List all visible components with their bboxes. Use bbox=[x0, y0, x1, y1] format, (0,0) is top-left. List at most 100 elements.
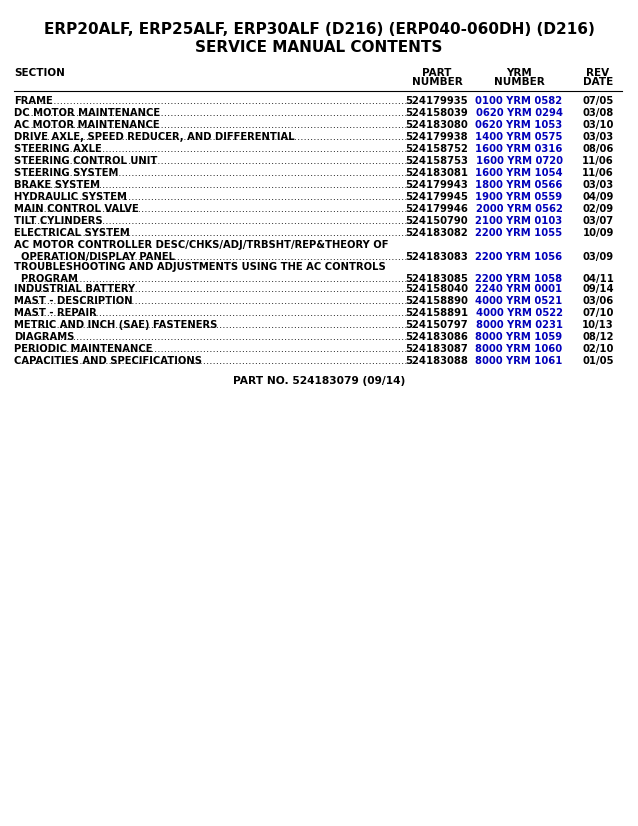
Text: TROUBLESHOOTING AND ADJUSTMENTS USING THE AC CONTROLS: TROUBLESHOOTING AND ADJUSTMENTS USING TH… bbox=[14, 262, 386, 272]
Text: 524183080: 524183080 bbox=[406, 120, 468, 130]
Text: 524179935: 524179935 bbox=[406, 96, 468, 106]
Text: MAIN CONTROL VALVE: MAIN CONTROL VALVE bbox=[14, 204, 138, 214]
Text: TILT CYLINDERS: TILT CYLINDERS bbox=[14, 216, 103, 226]
Text: 524179946: 524179946 bbox=[406, 204, 468, 214]
Text: .: . bbox=[412, 228, 415, 238]
Text: BRAKE SYSTEM: BRAKE SYSTEM bbox=[14, 180, 100, 190]
Text: NUMBER: NUMBER bbox=[412, 77, 463, 87]
Text: ................................................................................: ........................................… bbox=[25, 252, 415, 262]
Text: ................................................................................: ........................................… bbox=[25, 274, 415, 284]
Text: 01/05: 01/05 bbox=[582, 356, 614, 366]
Text: 524158039: 524158039 bbox=[406, 108, 468, 118]
Text: 1400 YRM 0575: 1400 YRM 0575 bbox=[475, 132, 563, 142]
Text: AC MOTOR MAINTENANCE: AC MOTOR MAINTENANCE bbox=[14, 120, 160, 130]
Text: 04/11: 04/11 bbox=[582, 274, 614, 284]
Text: ................................................................................: ........................................… bbox=[25, 228, 415, 238]
Text: ................................................................................: ........................................… bbox=[25, 344, 415, 354]
Text: .: . bbox=[412, 156, 415, 166]
Text: 03/10: 03/10 bbox=[582, 120, 614, 130]
Text: 524158752: 524158752 bbox=[406, 144, 468, 154]
Text: .: . bbox=[412, 96, 415, 106]
Text: 524179945: 524179945 bbox=[406, 192, 468, 202]
Text: 1600 YRM 1054: 1600 YRM 1054 bbox=[475, 168, 563, 178]
Text: .: . bbox=[412, 120, 415, 130]
Text: 1600 YRM 0316: 1600 YRM 0316 bbox=[475, 144, 563, 154]
Text: 03/09: 03/09 bbox=[582, 252, 614, 262]
Text: ................................................................................: ........................................… bbox=[25, 144, 415, 154]
Text: ................................................................................: ........................................… bbox=[25, 204, 415, 214]
Text: .: . bbox=[412, 108, 415, 118]
Text: 03/03: 03/03 bbox=[582, 180, 614, 190]
Text: 0620 YRM 1053: 0620 YRM 1053 bbox=[475, 120, 563, 130]
Text: SERVICE MANUAL CONTENTS: SERVICE MANUAL CONTENTS bbox=[195, 40, 443, 55]
Text: 8000 YRM 1059: 8000 YRM 1059 bbox=[475, 332, 563, 342]
Text: DATE: DATE bbox=[583, 77, 613, 87]
Text: ................................................................................: ........................................… bbox=[25, 356, 415, 366]
Text: 2000 YRM 0562: 2000 YRM 0562 bbox=[475, 204, 563, 214]
Text: .: . bbox=[412, 308, 415, 318]
Text: 03/06: 03/06 bbox=[582, 296, 614, 306]
Text: .: . bbox=[412, 332, 415, 342]
Text: 1800 YRM 0566: 1800 YRM 0566 bbox=[475, 180, 563, 190]
Text: ................................................................................: ........................................… bbox=[25, 132, 415, 142]
Text: 03/07: 03/07 bbox=[582, 216, 614, 226]
Text: 524183088: 524183088 bbox=[406, 356, 468, 366]
Text: 524158753: 524158753 bbox=[406, 156, 468, 166]
Text: .: . bbox=[412, 296, 415, 306]
Text: 04/09: 04/09 bbox=[582, 192, 614, 202]
Text: PROGRAM: PROGRAM bbox=[14, 274, 78, 284]
Text: ................................................................................: ........................................… bbox=[25, 332, 415, 342]
Text: 0100 YRM 0582: 0100 YRM 0582 bbox=[475, 96, 563, 106]
Text: YRM: YRM bbox=[506, 68, 532, 78]
Text: CAPACITIES AND SPECIFICATIONS: CAPACITIES AND SPECIFICATIONS bbox=[14, 356, 202, 366]
Text: 0620 YRM 0294: 0620 YRM 0294 bbox=[475, 108, 563, 118]
Text: ................................................................................: ........................................… bbox=[25, 320, 415, 330]
Text: 524183083: 524183083 bbox=[406, 252, 468, 262]
Text: PERIODIC MAINTENANCE: PERIODIC MAINTENANCE bbox=[14, 344, 152, 354]
Text: .: . bbox=[412, 132, 415, 142]
Text: 10/09: 10/09 bbox=[582, 228, 614, 238]
Text: DIAGRAMS: DIAGRAMS bbox=[14, 332, 75, 342]
Text: .: . bbox=[412, 216, 415, 226]
Text: 1600 YRM 0720: 1600 YRM 0720 bbox=[475, 156, 563, 166]
Text: OPERATION/DISPLAY PANEL: OPERATION/DISPLAY PANEL bbox=[14, 252, 175, 262]
Text: 2200 YRM 1055: 2200 YRM 1055 bbox=[475, 228, 563, 238]
Text: 524158890: 524158890 bbox=[406, 296, 468, 306]
Text: PART NO. 524183079 (09/14): PART NO. 524183079 (09/14) bbox=[233, 376, 405, 386]
Text: 02/09: 02/09 bbox=[582, 204, 614, 214]
Text: STEERING SYSTEM: STEERING SYSTEM bbox=[14, 168, 119, 178]
Text: ................................................................................: ........................................… bbox=[25, 308, 415, 318]
Text: ................................................................................: ........................................… bbox=[25, 180, 415, 190]
Text: 524158891: 524158891 bbox=[405, 308, 468, 318]
Text: 08/12: 08/12 bbox=[582, 332, 614, 342]
Text: 03/08: 03/08 bbox=[582, 108, 614, 118]
Text: ELECTRICAL SYSTEM: ELECTRICAL SYSTEM bbox=[14, 228, 130, 238]
Text: 524179938: 524179938 bbox=[406, 132, 468, 142]
Text: .: . bbox=[412, 356, 415, 366]
Text: ................................................................................: ........................................… bbox=[25, 96, 415, 106]
Text: 524183081: 524183081 bbox=[406, 168, 468, 178]
Text: DRIVE AXLE, SPEED REDUCER, AND DIFFERENTIAL: DRIVE AXLE, SPEED REDUCER, AND DIFFERENT… bbox=[14, 132, 295, 142]
Text: 1900 YRM 0559: 1900 YRM 0559 bbox=[475, 192, 563, 202]
Text: ................................................................................: ........................................… bbox=[25, 168, 415, 178]
Text: 2200 YRM 1058: 2200 YRM 1058 bbox=[475, 274, 563, 284]
Text: 2240 YRM 0001: 2240 YRM 0001 bbox=[475, 284, 563, 294]
Text: PART: PART bbox=[422, 68, 452, 78]
Text: 2100 YRM 0103: 2100 YRM 0103 bbox=[475, 216, 563, 226]
Text: 524183085: 524183085 bbox=[406, 274, 468, 284]
Text: 03/03: 03/03 bbox=[582, 132, 614, 142]
Text: ERP20ALF, ERP25ALF, ERP30ALF (D216) (ERP040-060DH) (D216): ERP20ALF, ERP25ALF, ERP30ALF (D216) (ERP… bbox=[43, 22, 595, 37]
Text: MAST - REPAIR: MAST - REPAIR bbox=[14, 308, 97, 318]
Text: 09/14: 09/14 bbox=[582, 284, 614, 294]
Text: 08/06: 08/06 bbox=[582, 144, 614, 154]
Text: 524183086: 524183086 bbox=[406, 332, 468, 342]
Text: 8000 YRM 0231: 8000 YRM 0231 bbox=[475, 320, 563, 330]
Text: 8000 YRM 1060: 8000 YRM 1060 bbox=[475, 344, 563, 354]
Text: 524150797: 524150797 bbox=[406, 320, 468, 330]
Text: HYDRAULIC SYSTEM: HYDRAULIC SYSTEM bbox=[14, 192, 127, 202]
Text: ................................................................................: ........................................… bbox=[25, 120, 415, 130]
Text: 8000 YRM 1061: 8000 YRM 1061 bbox=[475, 356, 563, 366]
Text: 524183087: 524183087 bbox=[406, 344, 468, 354]
Text: DC MOTOR MAINTENANCE: DC MOTOR MAINTENANCE bbox=[14, 108, 160, 118]
Text: 524158040: 524158040 bbox=[406, 284, 468, 294]
